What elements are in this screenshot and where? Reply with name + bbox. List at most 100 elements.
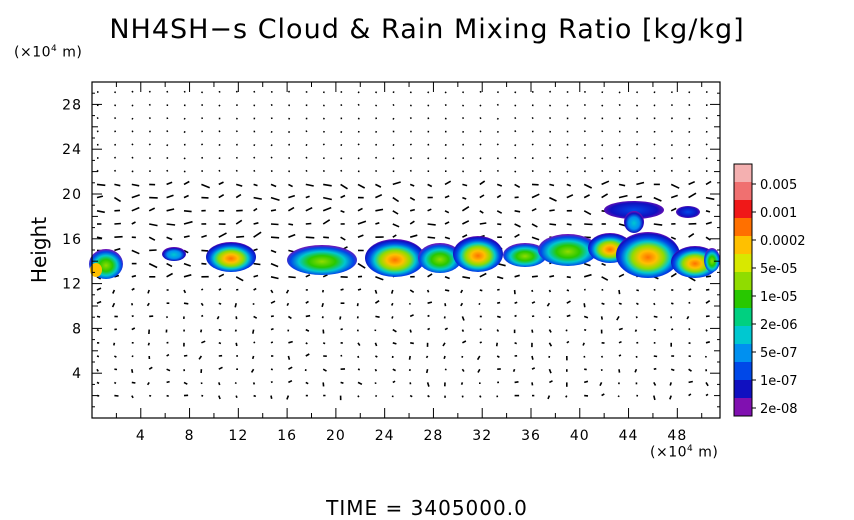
wind-vector — [358, 396, 359, 398]
x-tick-label: 28 — [424, 428, 444, 444]
wind-vector — [619, 145, 620, 146]
wind-vector — [323, 275, 327, 277]
cloud-cluster — [206, 242, 256, 272]
wind-vector — [549, 210, 554, 211]
wind-vector — [358, 221, 366, 224]
wind-vector — [341, 356, 343, 357]
wind-vector — [515, 302, 518, 303]
wind-vector — [549, 224, 556, 225]
wind-vector — [375, 158, 376, 159]
wind-vector — [497, 105, 498, 106]
wind-vector — [236, 131, 237, 132]
wind-vector — [567, 157, 568, 158]
wind-vector — [254, 316, 257, 318]
wind-vector — [323, 118, 324, 119]
wind-vector — [515, 343, 517, 344]
wind-vector — [497, 316, 500, 317]
wind-vector — [410, 105, 411, 106]
wind-vector — [654, 356, 657, 357]
wind-vector — [184, 196, 189, 198]
wind-vector — [219, 303, 221, 304]
wind-vector — [148, 290, 149, 293]
wind-vector — [375, 171, 376, 172]
wind-vector — [393, 105, 394, 106]
wind-vector — [236, 91, 237, 92]
wind-vector — [689, 234, 694, 238]
wind-vector — [584, 289, 585, 290]
wind-vector — [462, 316, 464, 320]
wind-vector — [167, 316, 168, 317]
wind-vector — [515, 184, 520, 187]
y-tick-label: 12 — [62, 277, 82, 293]
wind-vector — [462, 207, 469, 211]
wind-vector — [671, 329, 673, 330]
wind-vector — [706, 276, 711, 277]
wind-vector — [515, 171, 516, 172]
colorbar-swatch — [734, 254, 752, 273]
wind-vector — [184, 118, 185, 119]
wind-vector — [619, 105, 620, 106]
wind-vector — [410, 144, 411, 145]
wind-vector — [480, 329, 482, 330]
cloud-anvil — [624, 211, 644, 233]
wind-vector — [306, 131, 307, 132]
wind-vector — [462, 105, 463, 106]
wind-vector — [306, 316, 310, 317]
wind-vector — [236, 118, 237, 119]
wind-vector — [132, 144, 133, 145]
wind-vector — [358, 105, 359, 106]
wind-vector — [689, 92, 690, 93]
wind-vector — [654, 382, 656, 385]
wind-vector — [358, 356, 359, 358]
wind-vector — [97, 131, 98, 132]
wind-vector — [706, 342, 710, 343]
wind-vector — [236, 330, 237, 332]
wind-vector — [375, 356, 377, 357]
wind-vector — [445, 237, 450, 239]
wind-vector — [254, 184, 258, 185]
wind-vector — [236, 195, 241, 198]
wind-vector — [184, 171, 185, 172]
x-tick-label: 8 — [185, 428, 195, 444]
colorbar-label: 5e-07 — [760, 346, 798, 361]
wind-vector — [654, 369, 657, 370]
wind-vector — [393, 198, 399, 202]
wind-vector — [619, 290, 620, 294]
wind-vector — [97, 211, 105, 213]
wind-vector — [706, 330, 707, 332]
wind-vector — [480, 144, 481, 145]
wind-vector — [375, 290, 376, 294]
wind-vector — [515, 234, 520, 237]
wind-vector — [461, 290, 463, 293]
wind-vector — [393, 158, 394, 159]
wind-vector — [341, 158, 342, 159]
wind-vector — [306, 184, 314, 186]
wind-vector — [654, 198, 662, 201]
wind-vector — [219, 382, 220, 385]
wind-vector — [254, 276, 258, 277]
wind-vector — [689, 343, 691, 344]
wind-vector — [480, 274, 487, 277]
wind-vector — [219, 343, 221, 344]
wind-vector — [254, 198, 262, 200]
wind-vector — [306, 330, 309, 332]
wind-vector — [462, 382, 463, 384]
wind-vector — [341, 184, 348, 188]
wind-vector — [235, 303, 236, 307]
wind-vector — [199, 356, 201, 359]
wind-vector — [149, 105, 150, 106]
wind-vector — [97, 316, 100, 317]
wind-vector — [252, 369, 254, 372]
wind-vector — [497, 158, 498, 159]
wind-vector — [167, 224, 176, 225]
wind-vector — [184, 264, 191, 266]
wind-vector — [602, 316, 603, 319]
wind-vector — [689, 382, 693, 383]
wind-vector — [532, 237, 539, 240]
y-tick-label: 8 — [72, 321, 82, 337]
wind-vector — [341, 329, 343, 330]
wind-vector — [567, 224, 572, 225]
wind-vector — [271, 224, 279, 225]
wind-vector — [654, 316, 658, 317]
wind-vector — [219, 170, 220, 171]
